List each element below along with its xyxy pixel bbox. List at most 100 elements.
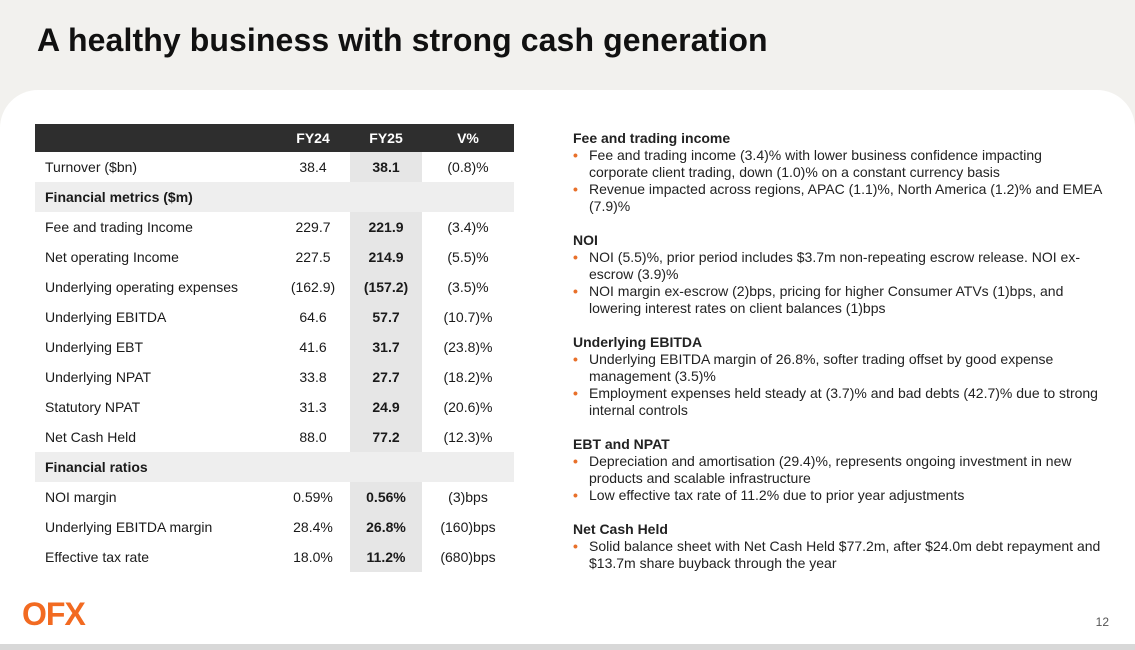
bullet-dot-icon: •	[573, 147, 578, 163]
fy24-value: 28.4%	[293, 519, 333, 535]
fy25-value: 11.2%	[350, 542, 422, 572]
fy24-value: 18.0%	[293, 549, 333, 565]
table-row: Fee and trading Income 229.7 221.9 (3.4)%	[35, 212, 514, 242]
section-fill	[276, 452, 350, 482]
bullet-item: • NOI margin ex-escrow (2)bps, pricing fo…	[573, 283, 1103, 317]
bullet-item: • Underlying EBITDA margin of 26.8%, soft…	[573, 351, 1103, 385]
fy24-value: 38.4	[299, 159, 327, 175]
fy25-value: 214.9	[350, 242, 422, 272]
table-row: NOI margin 0.59% 0.56% (3)bps	[35, 482, 514, 512]
commentary-section: Underlying EBITDA • Underlying EBITDA marg…	[573, 334, 1103, 419]
section-fill	[276, 182, 350, 212]
bullet-dot-icon: •	[573, 283, 578, 299]
page-title: A healthy business with strong cash gene…	[37, 22, 768, 58]
bullet-list: • NOI (5.5)%, prior period includes $3.7m…	[573, 249, 1103, 317]
row-label: Turnover ($bn)	[45, 159, 138, 175]
row-label: Underlying NPAT	[45, 369, 152, 385]
page-number: 12	[1095, 615, 1109, 629]
section-fill	[422, 182, 514, 212]
section-label: Financial metrics ($m)	[35, 182, 276, 212]
fy25-value: 26.8%	[350, 512, 422, 542]
fy25-value: (157.2)	[350, 272, 422, 302]
bullet-dot-icon: •	[573, 538, 578, 554]
bullet-item: • Solid balance sheet with Net Cash Held …	[573, 538, 1103, 572]
fy25-value: 31.7	[350, 332, 422, 362]
variance-value: (0.8)%	[447, 159, 489, 175]
bullet-dot-icon: •	[573, 351, 578, 367]
table-header-fy24: FY24	[276, 124, 350, 152]
bullet-list: • Depreciation and amortisation (29.4)%, …	[573, 453, 1103, 504]
bullet-item: • Employment expenses held steady at (3.7…	[573, 385, 1103, 419]
bullet-dot-icon: •	[573, 453, 578, 469]
table-row: Underlying EBITDA margin 28.4% 26.8% (160)b…	[35, 512, 514, 542]
bullet-text: Fee and trading income (3.4)% with lower…	[589, 147, 1042, 180]
fy24-value: 88.0	[299, 429, 327, 445]
section-fill	[350, 452, 422, 482]
bullet-dot-icon: •	[573, 249, 578, 265]
table-header-variance: V%	[422, 124, 514, 152]
table-row: Underlying operating expenses (162.9) (157…	[35, 272, 514, 302]
fy24-value: 64.6	[299, 309, 327, 325]
row-label: Net operating Income	[45, 249, 179, 265]
row-label: Underlying EBITDA	[45, 309, 167, 325]
ofx-logo: OFX	[22, 596, 86, 632]
fy25-value: 38.1	[350, 152, 422, 182]
row-label: NOI margin	[45, 489, 117, 505]
row-label: Effective tax rate	[45, 549, 150, 565]
table-row: Statutory NPAT 31.3 24.9 (20.6)%	[35, 392, 514, 422]
fy25-value: 57.7	[350, 302, 422, 332]
variance-value: (5.5)%	[447, 249, 489, 265]
table-row: Underlying EBITDA 64.6 57.7 (10.7)%	[35, 302, 514, 332]
bullet-list: • Fee and trading income (3.4)% with lowe…	[573, 147, 1103, 215]
fy24-value: 227.5	[295, 249, 331, 265]
commentary-heading: NOI	[573, 232, 598, 248]
fy24-value: (162.9)	[290, 279, 336, 295]
commentary-section: Fee and trading income • Fee and trading i…	[573, 130, 1103, 215]
bullet-text: Depreciation and amortisation (29.4)%, r…	[589, 453, 1072, 486]
row-label: Underlying EBT	[45, 339, 144, 355]
commentary-section: EBT and NPAT • Depreciation and amortisati…	[573, 436, 1103, 504]
variance-value: (3.4)%	[447, 219, 489, 235]
bullet-item: • Revenue impacted across regions, APAC (…	[573, 181, 1103, 215]
variance-value: (12.3)%	[443, 429, 493, 445]
fy25-value: 221.9	[350, 212, 422, 242]
variance-value: (20.6)%	[443, 399, 493, 415]
table-section-row: Financial metrics ($m)	[35, 182, 514, 212]
table-row: Effective tax rate 18.0% 11.2% (680)bps	[35, 542, 514, 572]
bullet-dot-icon: •	[573, 487, 578, 503]
commentary-heading: EBT and NPAT	[573, 436, 670, 452]
fy25-value: 77.2	[350, 422, 422, 452]
fy24-value: 33.8	[299, 369, 327, 385]
bullet-text: Solid balance sheet with Net Cash Held $…	[589, 538, 1101, 571]
table-row: Turnover ($bn) 38.4 38.1 (0.8)%	[35, 152, 514, 182]
bullet-item: • Fee and trading income (3.4)% with lowe…	[573, 147, 1103, 181]
bullet-text: NOI margin ex-escrow (2)bps, pricing for…	[589, 283, 1064, 316]
table-row: Underlying EBT 41.6 31.7 (23.8)%	[35, 332, 514, 362]
row-label: Underlying operating expenses	[45, 279, 239, 295]
bullet-text: Revenue impacted across regions, APAC (1…	[589, 181, 1102, 214]
section-label: Financial ratios	[35, 452, 276, 482]
table-header-row: FY24 FY25 V%	[35, 124, 514, 152]
fy25-value: 27.7	[350, 362, 422, 392]
variance-value: (23.8)%	[443, 339, 493, 355]
section-fill	[422, 452, 514, 482]
bullet-dot-icon: •	[573, 385, 578, 401]
bullet-list: • Underlying EBITDA margin of 26.8%, soft…	[573, 351, 1103, 419]
bullet-list: • Solid balance sheet with Net Cash Held …	[573, 538, 1103, 572]
table-row: Net Cash Held 88.0 77.2 (12.3)%	[35, 422, 514, 452]
variance-value: (18.2)%	[443, 369, 493, 385]
bullet-item: • Low effective tax rate of 11.2% due to …	[573, 487, 1103, 504]
fy25-value: 0.56%	[350, 482, 422, 512]
row-label: Underlying EBITDA margin	[45, 519, 213, 535]
commentary-heading: Net Cash Held	[573, 521, 668, 537]
variance-value: (3.5)%	[447, 279, 489, 295]
bullet-text: Low effective tax rate of 11.2% due to p…	[589, 487, 965, 503]
fy24-value: 0.59%	[293, 489, 333, 505]
table-row: Underlying NPAT 33.8 27.7 (18.2)%	[35, 362, 514, 392]
fy25-value: 24.9	[350, 392, 422, 422]
bullet-text: Underlying EBITDA margin of 26.8%, softe…	[589, 351, 1054, 384]
variance-value: (3)bps	[448, 489, 488, 505]
row-label: Fee and trading Income	[45, 219, 193, 235]
bullet-item: • Depreciation and amortisation (29.4)%, …	[573, 453, 1103, 487]
commentary-heading: Fee and trading income	[573, 130, 731, 146]
